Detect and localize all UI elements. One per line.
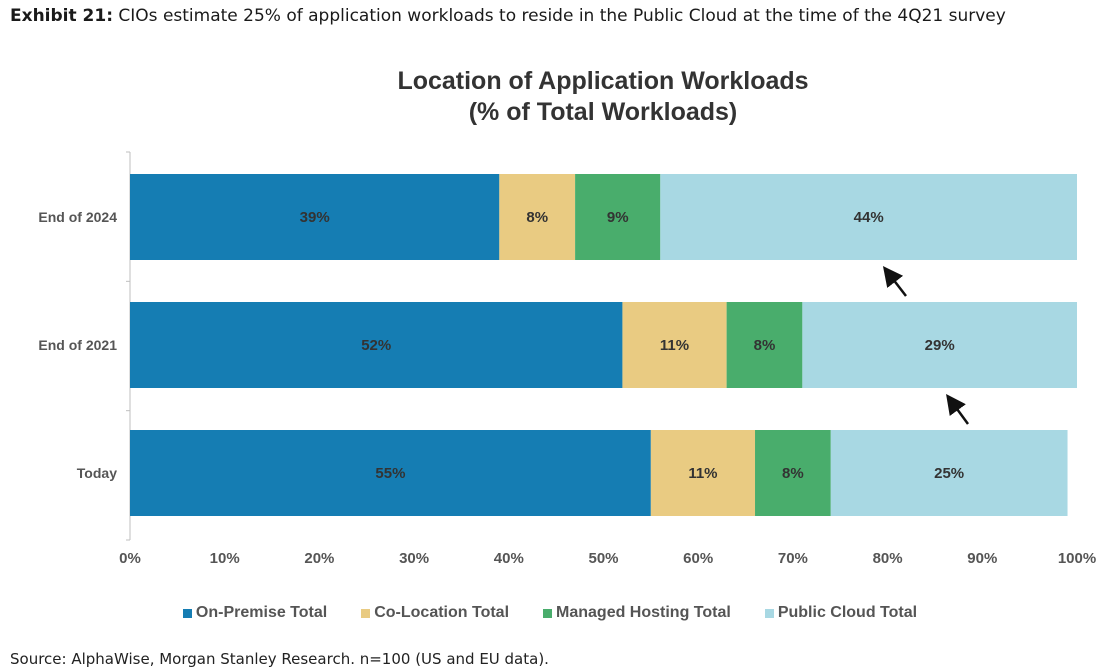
x-tick-label: 10%: [210, 550, 240, 567]
category-label: End of 2024: [38, 209, 117, 225]
legend-swatch: [361, 608, 371, 618]
data-label: 52%: [361, 337, 391, 354]
legend-item: Co-Location Total: [361, 604, 509, 622]
x-tick-label: 20%: [304, 550, 334, 567]
bar-segment: [830, 430, 1068, 516]
bar-segment: [130, 430, 651, 516]
bar-segment: [755, 430, 831, 516]
data-label: 55%: [375, 465, 405, 482]
data-label: 44%: [854, 209, 884, 226]
x-tick-label: 40%: [494, 550, 524, 567]
x-tick-label: 70%: [778, 550, 808, 567]
bar-segment: [575, 174, 661, 260]
bar-segment: [726, 302, 803, 388]
bar-segment: [650, 430, 756, 516]
bar-segment: [802, 302, 1077, 388]
data-label: 9%: [607, 209, 629, 226]
legend-swatch: [543, 608, 553, 618]
exhibit-caption: Exhibit 21: CIOs estimate 25% of applica…: [10, 6, 1095, 26]
data-label: 29%: [925, 337, 955, 354]
bar-segment: [499, 174, 576, 260]
x-tick-label: 100%: [1058, 550, 1096, 567]
exhibit-label: Exhibit 21:: [10, 6, 114, 26]
legend-item: Public Cloud Total: [764, 604, 918, 622]
data-label: 25%: [934, 465, 964, 482]
data-label: 11%: [660, 337, 689, 354]
source-note: Source: AlphaWise, Morgan Stanley Resear…: [10, 650, 549, 668]
legend-label: On-Premise Total: [195, 604, 328, 621]
data-label: 8%: [754, 337, 776, 354]
category-label: End of 2021: [38, 337, 117, 353]
arrow-annotation: [882, 266, 907, 297]
legend-item: Managed Hosting Total: [543, 604, 731, 622]
x-tick-label: 30%: [399, 550, 429, 567]
x-tick-label: 90%: [967, 550, 997, 567]
chart-legend: On-Premise Total Co-Location Total Managed…: [0, 604, 1100, 622]
exhibit-text: CIOs estimate 25% of application workloa…: [113, 6, 1006, 26]
bar-segment: [130, 302, 623, 388]
category-label: Today: [77, 465, 117, 481]
x-tick-label: 60%: [683, 550, 713, 567]
legend-label: Co-Location Total: [374, 604, 510, 621]
bar-segment: [130, 174, 500, 260]
arrow-annotation: [946, 393, 970, 425]
chart-subtitle: (% of Total Workloads): [468, 98, 738, 126]
chart-title: Location of Application Workloads: [397, 67, 809, 95]
bar-segment: [622, 302, 727, 388]
data-label: 11%: [688, 465, 717, 482]
data-label: 8%: [782, 465, 804, 482]
legend-label: Managed Hosting Total: [556, 604, 731, 621]
data-label: 8%: [526, 209, 548, 226]
bar-segment: [660, 174, 1077, 260]
x-tick-label: 80%: [873, 550, 903, 567]
x-tick-label: 0%: [119, 550, 141, 567]
legend-item: On-Premise Total: [182, 604, 328, 622]
legend-swatch: [182, 608, 192, 618]
x-tick-label: 50%: [588, 550, 618, 567]
legend-swatch: [764, 608, 774, 618]
data-label: 39%: [300, 209, 330, 226]
legend-label: Public Cloud Total: [777, 604, 918, 621]
stacked-bar-chart: End of 2024 39% 8% 9% 44% End of 2021 52% 11% 8%…: [38, 151, 1096, 567]
